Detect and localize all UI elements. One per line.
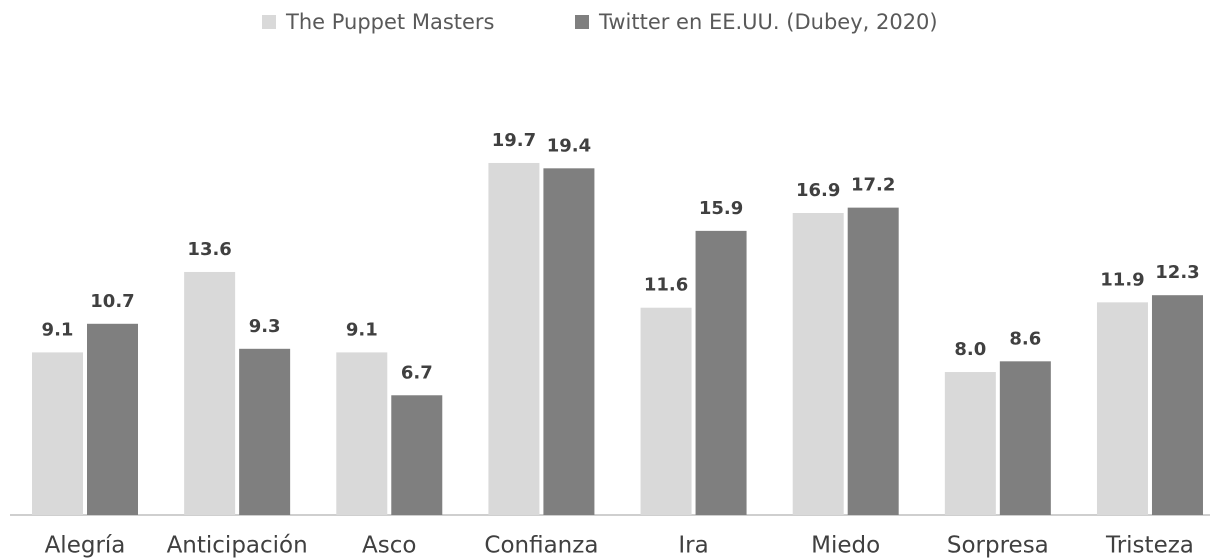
legend-label: The Puppet Masters: [285, 10, 494, 34]
value-label: 19.7: [492, 130, 536, 151]
value-label: 12.3: [1155, 262, 1199, 283]
bar: [87, 323, 138, 515]
bar: [1151, 295, 1203, 515]
x-tick-label: Sorpresa: [947, 533, 1049, 558]
value-label: 10.7: [90, 291, 134, 312]
value-label: 8.6: [1009, 328, 1041, 349]
legend-swatch: [575, 15, 589, 29]
value-label: 9.1: [346, 319, 378, 340]
bar: [543, 168, 595, 515]
legend-swatch: [262, 15, 276, 29]
bar: [184, 271, 236, 515]
x-tick-label: Anticipación: [167, 533, 308, 558]
value-label: 9.1: [42, 319, 74, 340]
value-label: 9.3: [249, 316, 281, 337]
bar: [488, 162, 540, 515]
value-label: 13.6: [187, 239, 231, 260]
value-label: 8.0: [954, 339, 986, 360]
legend-label: Twitter en EE.UU. (Dubey, 2020): [598, 10, 938, 34]
x-tick-label: Tristeza: [1105, 533, 1194, 558]
bar: [944, 372, 996, 515]
value-label: 15.9: [699, 198, 743, 219]
x-tick-label: Miedo: [811, 533, 880, 558]
x-tick-label: Asco: [362, 533, 416, 558]
bar: [847, 207, 899, 516]
x-tick-label: Alegría: [45, 533, 126, 558]
value-label: 19.4: [547, 135, 591, 156]
bar: [999, 361, 1051, 515]
bar: [792, 212, 844, 515]
bar: [391, 395, 443, 515]
x-tick-label: Confianza: [484, 533, 598, 558]
bar: [695, 230, 747, 515]
bar: [239, 348, 291, 515]
bar: [32, 352, 83, 515]
value-label: 6.7: [401, 362, 433, 383]
bar: [336, 352, 388, 515]
value-label: 11.6: [644, 275, 688, 296]
bar: [1096, 302, 1148, 515]
value-label: 11.9: [1100, 269, 1144, 290]
bar: [640, 307, 692, 515]
x-tick-label: Ira: [678, 533, 708, 558]
value-label: 16.9: [796, 180, 840, 201]
value-label: 17.2: [851, 175, 895, 196]
